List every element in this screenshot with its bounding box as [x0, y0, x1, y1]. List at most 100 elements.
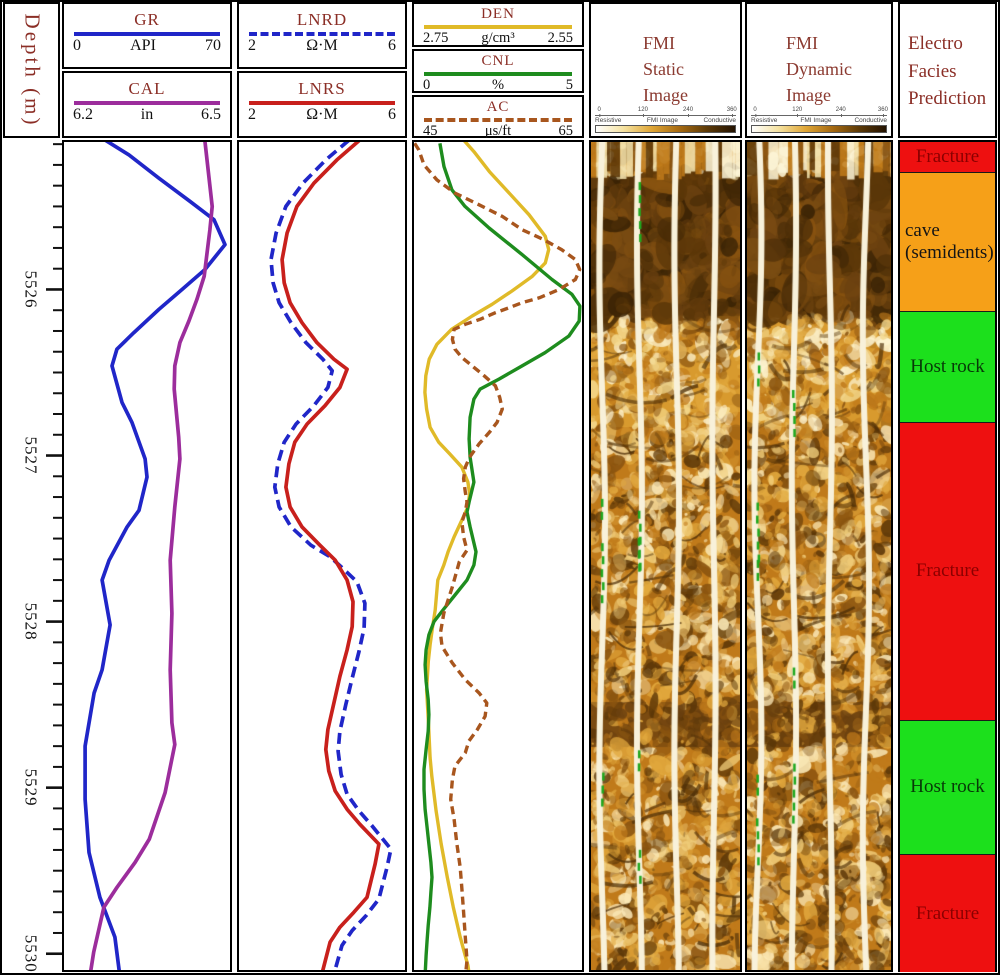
den-scale-max: 2.55	[547, 30, 573, 47]
lnrs-scale-min: 2	[248, 105, 256, 123]
cnl-scale-min: 0	[423, 77, 431, 94]
colorbar-resistive-label: Resistive	[595, 117, 622, 124]
colorbar-tick-360: 360	[877, 107, 888, 117]
cal-curve-name: CAL	[128, 79, 166, 98]
den-scale-row: 2.75 g/cm³ 2.55	[414, 30, 582, 47]
gr-curve-header: GR 0 API 70	[62, 2, 232, 69]
colorbar-conductive-label: Conductive	[854, 117, 887, 124]
lnrs-scale-unit: Ω·M	[306, 105, 338, 123]
facies-zone: cave (semidents)	[900, 171, 995, 312]
colorbar-title-label: FMI Image	[800, 117, 832, 124]
depth-axis-header: Depth (m)	[3, 2, 60, 138]
facies-zone-label: cave (semidents)	[905, 219, 994, 263]
lnrd-scale-max: 6	[388, 36, 396, 54]
gr-scale-min: 0	[73, 36, 81, 54]
cnl-scale-max: 5	[565, 77, 573, 94]
den-scale-min: 2.75	[423, 30, 449, 47]
colorbar-conductive-label: Conductive	[703, 117, 736, 124]
facies-zone-label: Fracture	[915, 145, 980, 167]
gr-curve-name: GR	[134, 10, 160, 29]
facies-zone-label: Host rock	[910, 356, 985, 378]
facies-column: Fracture cave (semidents) Host rock Frac…	[898, 140, 997, 972]
colorbar-tick-240: 240	[835, 107, 846, 117]
svg-text:5526: 5526	[22, 270, 41, 308]
lnrs-curve-line	[249, 100, 395, 105]
lnrd-scale-min: 2	[248, 36, 256, 54]
fmi-colorbar-gradient	[751, 125, 887, 133]
fmi-dynamic-colorbar: 0 120 240 360 Resistive FMI Image Conduc…	[751, 106, 888, 134]
fmi-static-image	[589, 140, 742, 972]
fmi-static-header: FMI Static Image 0 120 240 360 Resistive…	[589, 2, 742, 138]
fmi-dynamic-canvas	[747, 142, 891, 970]
lnrs-curve-name: LNRS	[298, 79, 346, 98]
cnl-scale-row: 0 % 5	[414, 77, 582, 94]
fmi-static-canvas	[591, 142, 740, 970]
ac-curve-line	[424, 118, 572, 123]
facies-zone: Fracture	[900, 422, 995, 720]
ac-curve-name: AC	[486, 99, 510, 115]
gr-scale-max: 70	[205, 36, 221, 54]
cal-scale-max: 6.5	[201, 105, 221, 123]
fmi-static-colorbar: 0 120 240 360 Resistive FMI Image Conduc…	[595, 106, 737, 134]
colorbar-resistive-label: Resistive	[751, 117, 778, 124]
svg-text:5530: 5530	[22, 935, 41, 973]
fmi-colorbar-gradient	[595, 125, 736, 133]
fmi-dynamic-image	[745, 140, 893, 972]
colorbar-tick-240: 240	[683, 107, 694, 117]
fmi-dynamic-header: FMI Dynamic Image 0 120 240 360 Resistiv…	[745, 2, 893, 138]
cnl-scale-unit: %	[491, 77, 505, 94]
facies-zone: Fracture	[900, 142, 995, 172]
facies-zone: Fracture	[900, 854, 995, 972]
facies-zone-label: Fracture	[915, 560, 980, 582]
den-curve-line	[424, 25, 572, 30]
lnrd-scale-unit: Ω·M	[306, 36, 338, 54]
lnrd-scale-row: 2 Ω·M 6	[239, 37, 405, 55]
facies-zone-label: Host rock	[910, 776, 985, 798]
svg-text:5529: 5529	[22, 769, 41, 807]
cal-scale-unit: in	[140, 105, 154, 123]
facies-zone: Host rock	[900, 719, 995, 855]
ac-scale-max: 65	[558, 123, 574, 140]
colorbar-tick-120: 120	[792, 107, 803, 117]
den-scale-unit: g/cm³	[481, 30, 515, 47]
colorbar-tick-0: 0	[753, 107, 757, 117]
cal-scale-row: 6.2 in 6.5	[64, 106, 230, 124]
svg-text:5528: 5528	[22, 603, 41, 641]
ac-curve-header: AC 45 μs/ft 65	[412, 95, 584, 140]
fmi-colorbar-axis: 0 120 240 360	[751, 106, 888, 117]
ac-scale-min: 45	[423, 123, 438, 140]
ac-scale-unit: μs/ft	[484, 123, 512, 140]
den-curve-name: DEN	[481, 6, 515, 22]
cal-curve-header: CAL 6.2 in 6.5	[62, 71, 232, 138]
lnrs-scale-max: 6	[388, 105, 396, 123]
gr-curve-line	[74, 31, 220, 36]
facies-zone: Host rock	[900, 311, 995, 423]
fmi-colorbar-axis: 0 120 240 360	[595, 106, 737, 117]
gr-scale-row: 0 API 70	[64, 37, 230, 55]
cal-curve-line	[74, 100, 220, 105]
fmi-colorbar-labels: Resistive FMI Image Conductive	[595, 116, 736, 125]
colorbar-title-label: FMI Image	[646, 117, 678, 124]
colorbar-tick-0: 0	[597, 107, 601, 117]
colorbar-tick-120: 120	[637, 107, 648, 117]
lnrs-scale-row: 2 Ω·M 6	[239, 106, 405, 124]
cnl-curve-line	[424, 72, 572, 77]
lnrd-curve-line	[249, 31, 395, 36]
fmi-colorbar-labels: Resistive FMI Image Conductive	[751, 116, 887, 125]
lnrd-curve-name: LNRD	[296, 10, 348, 29]
cal-scale-min: 6.2	[73, 105, 93, 123]
ac-scale-row: 45 μs/ft 65	[414, 123, 582, 140]
fmi-static-title: FMI Static Image	[643, 33, 688, 106]
facies-header: Electro Facies Prediction	[898, 2, 997, 138]
gr-scale-unit: API	[130, 36, 156, 54]
den-curve-header: DEN 2.75 g/cm³ 2.55	[412, 2, 584, 47]
lnrs-curve-header: LNRS 2 Ω·M 6	[237, 71, 407, 138]
svg-text:5527: 5527	[22, 437, 41, 475]
fmi-dynamic-title: FMI Dynamic Image	[786, 33, 852, 106]
facies-zone-label: Fracture	[915, 902, 980, 924]
lnrd-curve-header: LNRD 2 Ω·M 6	[237, 2, 407, 69]
cnl-curve-header: CNL 0 % 5	[412, 49, 584, 93]
cnl-curve-name: CNL	[481, 53, 515, 69]
